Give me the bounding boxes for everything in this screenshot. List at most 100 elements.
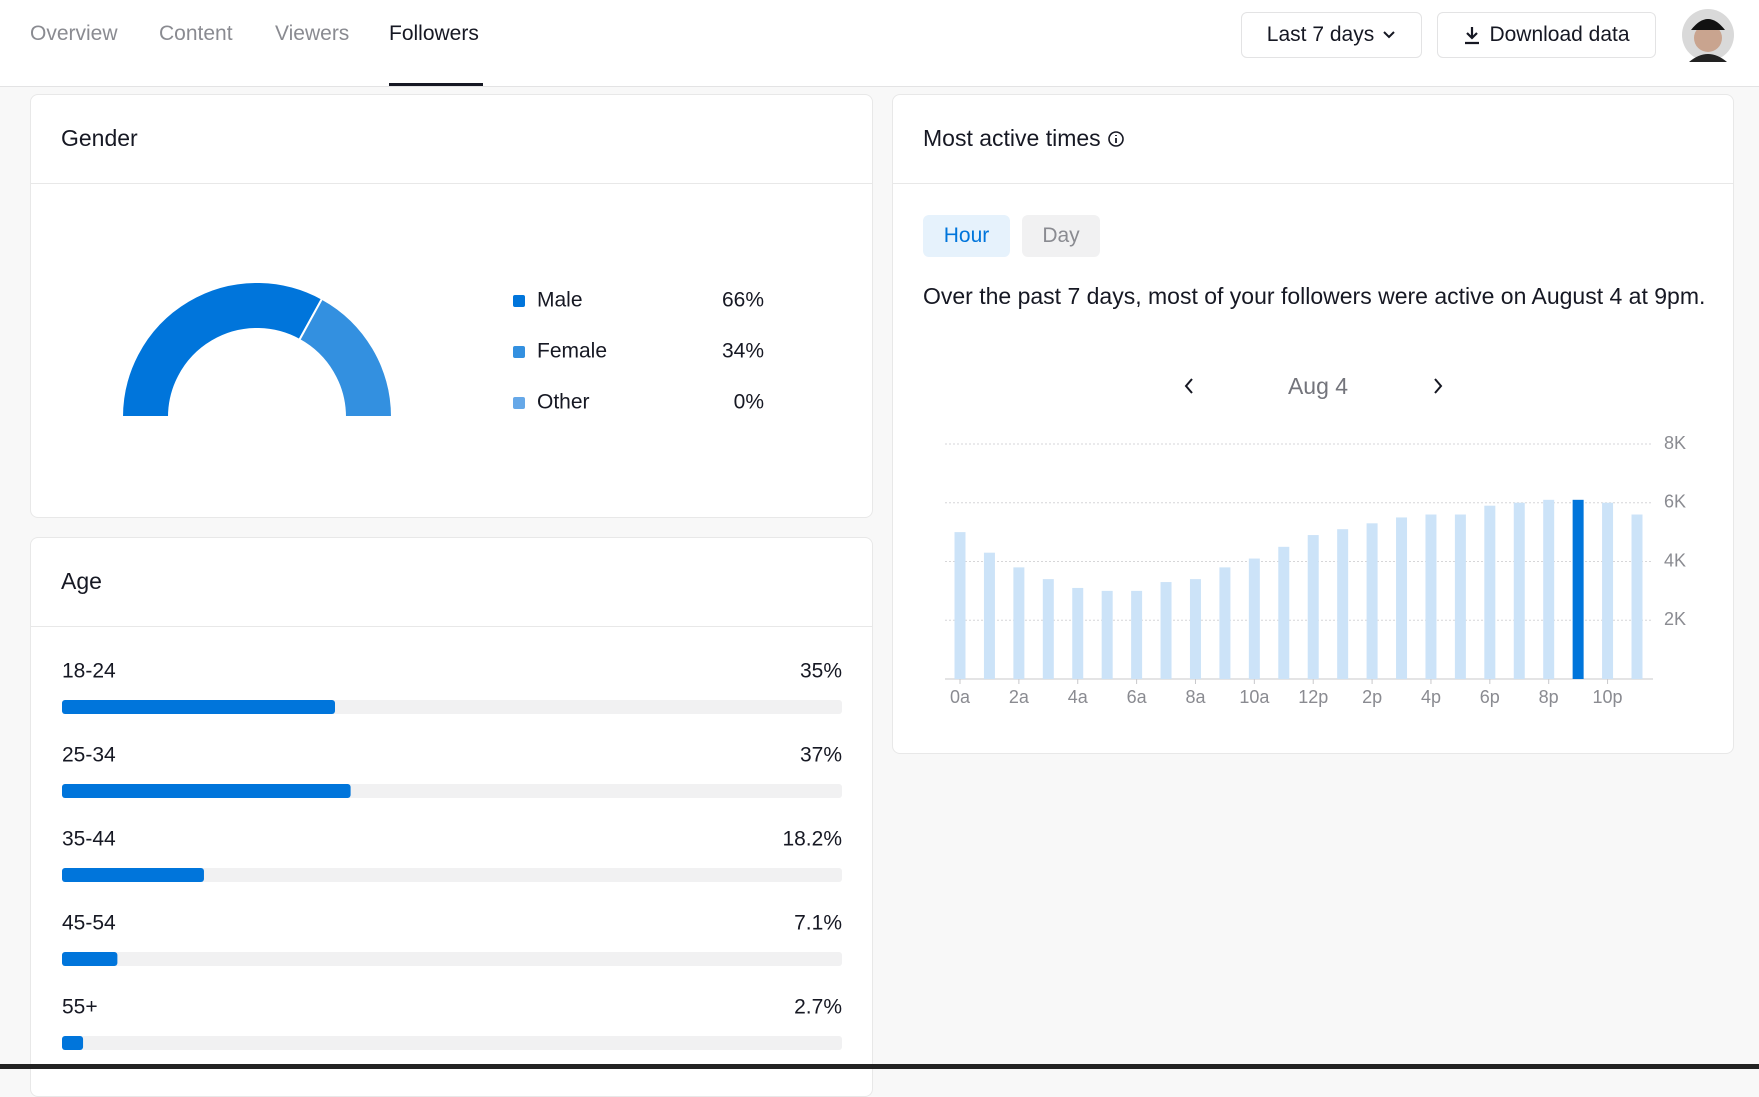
x-tick-label: 4p — [1421, 687, 1441, 707]
age-value: 2.7% — [794, 996, 842, 1019]
y-tick-label: 8K — [1664, 433, 1686, 453]
bar — [1013, 567, 1025, 679]
bar — [1307, 535, 1319, 679]
x-tick-label: 2p — [1362, 687, 1382, 707]
age-label: 18-24 — [62, 660, 116, 683]
bar — [1366, 523, 1378, 679]
chevron-icon — [1383, 31, 1395, 39]
toggle-hour[interactable]: Hour — [923, 215, 1010, 257]
x-tick-label: 6a — [1127, 687, 1148, 707]
legend-swatch — [513, 397, 525, 409]
card-title: Most active times — [923, 125, 1101, 151]
info-icon[interactable] — [1107, 130, 1125, 148]
next-button[interactable] — [1430, 376, 1446, 396]
description: Over the past 7 days, most of your follo… — [923, 283, 1706, 309]
card-title: Age — [61, 568, 102, 594]
legend-swatch — [513, 346, 525, 358]
active-times-card: Most active times Hour Day Over the past… — [892, 94, 1734, 754]
bar — [1454, 514, 1466, 679]
legend-label: Male — [537, 289, 583, 312]
age-value: 35% — [800, 660, 842, 683]
bar — [1219, 567, 1231, 679]
bar — [1278, 546, 1290, 679]
range-label: Last 7 days — [1266, 23, 1375, 46]
progress-track — [62, 952, 842, 966]
progress-bar — [62, 868, 204, 882]
legend-value: 66% — [722, 289, 764, 312]
bar — [1484, 505, 1496, 679]
bar — [1160, 582, 1172, 679]
age-value: 18.2% — [782, 828, 842, 851]
age-label: 45-54 — [62, 912, 116, 935]
y-tick-label: 6K — [1664, 492, 1686, 512]
bar — [1631, 514, 1643, 679]
range-button[interactable]: Last 7 days — [1241, 12, 1422, 58]
divider — [31, 626, 872, 627]
card-title: Gender — [61, 125, 138, 151]
bar — [1337, 529, 1349, 679]
tab[interactable]: Content — [159, 22, 233, 45]
age-value: 7.1% — [794, 912, 842, 935]
divider — [893, 183, 1733, 184]
download-label: Download data — [1489, 23, 1630, 46]
legend-label: Other — [537, 391, 590, 414]
tab[interactable]: Followers — [389, 22, 483, 86]
x-tick-label: 10p — [1593, 687, 1623, 707]
avatar[interactable] — [1681, 8, 1735, 62]
bar — [954, 532, 966, 679]
x-tick-label: 8p — [1539, 687, 1559, 707]
card-title-row: Most active times — [923, 125, 1125, 152]
x-tick-label: 2a — [1009, 687, 1030, 707]
legend-value: 34% — [722, 340, 764, 363]
legend-swatch — [513, 295, 525, 307]
active-chart: 2K 4K 6K 8K 0a 2a 4a 6a 8a 10a 12p 2p 4p 6p 8p 10p — [945, 433, 1686, 707]
prev-button[interactable] — [1181, 376, 1197, 396]
gender-card: Gender Male 66% Female 34% Other 0% — [30, 94, 873, 518]
tab[interactable]: Overview — [30, 22, 118, 45]
bar — [1513, 502, 1525, 679]
progress-bar — [62, 952, 118, 966]
legend-label: Female — [537, 340, 607, 363]
bar — [1072, 587, 1084, 679]
bar — [1101, 590, 1113, 679]
progress-track — [62, 868, 842, 882]
top-nav: Overview Content Viewers Followers Last … — [0, 0, 1759, 87]
bar — [1572, 499, 1584, 679]
bar — [1602, 502, 1614, 679]
progress-bar — [62, 784, 351, 798]
download-icon — [1465, 27, 1480, 45]
x-tick-label: 10a — [1239, 687, 1270, 707]
x-tick-label: 8a — [1185, 687, 1206, 707]
x-tick-label: 0a — [950, 687, 971, 707]
x-tick-label: 12p — [1298, 687, 1328, 707]
bottom-bar — [0, 1064, 1759, 1069]
bar — [1543, 499, 1555, 679]
bar — [1189, 579, 1201, 679]
age-label: 25-34 — [62, 744, 116, 767]
x-tick-label: 6p — [1480, 687, 1500, 707]
y-tick-label: 2K — [1664, 609, 1686, 629]
progress-track — [62, 1036, 842, 1050]
bar — [1396, 517, 1408, 679]
age-label: 55+ — [62, 996, 98, 1019]
bar — [1042, 579, 1054, 679]
gender-chart: Male 66% Female 34% Other 0% — [120, 281, 764, 418]
bar — [983, 552, 995, 679]
y-tick-label: 4K — [1664, 550, 1686, 570]
divider — [31, 183, 872, 184]
tab[interactable]: Viewers — [275, 22, 350, 45]
legend-value: 0% — [734, 391, 764, 414]
age-chart: 18-24 35% 25-34 37% 35-44 18.2% 45-54 7.1% 55+ 2.… — [62, 660, 842, 1050]
donut-segment — [120, 281, 324, 418]
age-label: 35-44 — [62, 828, 116, 851]
progress-bar — [62, 1036, 84, 1050]
download-button[interactable]: Download data — [1437, 12, 1656, 58]
x-tick-label: 4a — [1068, 687, 1089, 707]
progress-bar — [62, 700, 335, 714]
age-value: 37% — [800, 744, 842, 767]
donut-segment — [298, 297, 394, 418]
bar — [1131, 590, 1143, 679]
toggle-day[interactable]: Day — [1022, 215, 1100, 257]
bar — [1425, 514, 1437, 679]
